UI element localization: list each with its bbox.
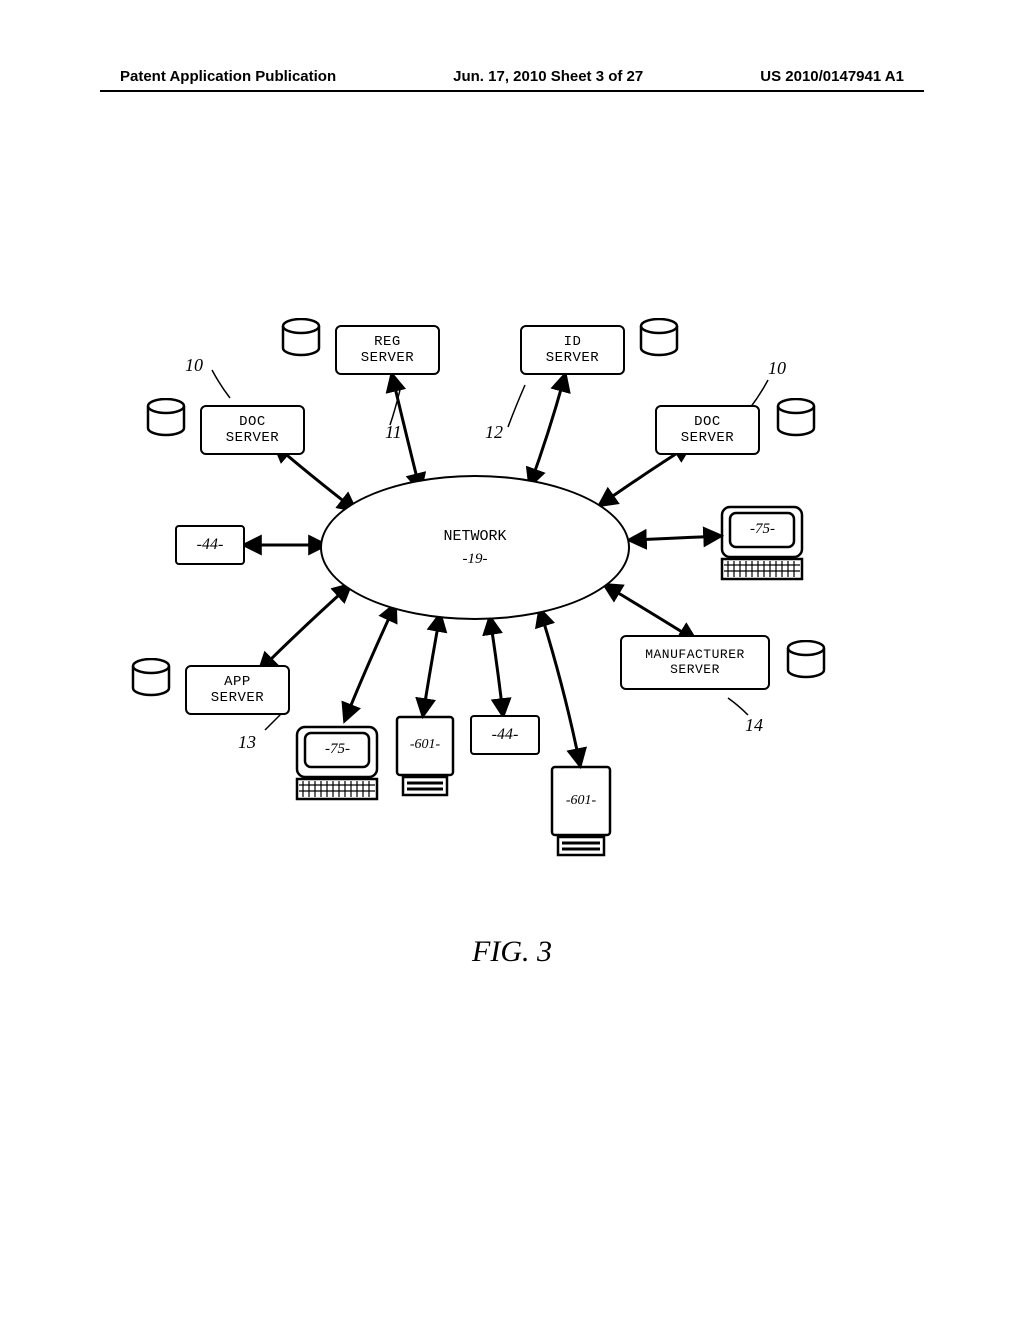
id-server-box: ID SERVER	[520, 325, 625, 375]
ref-10-right: 10	[768, 358, 786, 379]
ref-14: 14	[745, 715, 763, 736]
header-center: Jun. 17, 2010 Sheet 3 of 27	[453, 68, 643, 85]
printer-bottom-label: -601-	[550, 793, 612, 809]
terminal-bottom-icon	[295, 725, 380, 803]
mfr-server-label: MANUFACTURER SERVER	[645, 648, 745, 678]
reg-server-label: REG SERVER	[361, 334, 414, 366]
printer-bottom: -601-	[550, 765, 612, 865]
printer-mid: -601-	[395, 715, 455, 805]
terminal-bottom: -75-	[295, 725, 380, 808]
ref-10-left: 10	[185, 355, 203, 376]
network-label: NETWORK	[443, 528, 506, 545]
app-server-label: APP SERVER	[211, 674, 264, 706]
printer-mid-label: -601-	[395, 737, 455, 753]
reg-server-box: REG SERVER	[335, 325, 440, 375]
ref-12: 12	[485, 422, 503, 443]
box-44-bottom: -44-	[470, 715, 540, 755]
doc-server-left-label: DOC SERVER	[226, 414, 279, 446]
network-diagram: NETWORK -19- REG SERVER ID SERVER DOC SE…	[120, 300, 904, 900]
mfr-server-box: MANUFACTURER SERVER	[620, 635, 770, 690]
id-server-db-icon	[638, 318, 680, 358]
doc-server-right-box: DOC SERVER	[655, 405, 760, 455]
doc-server-right-label: DOC SERVER	[681, 414, 734, 446]
app-server-box: APP SERVER	[185, 665, 290, 715]
terminal-right-icon	[720, 505, 805, 583]
terminal-right: -75-	[720, 505, 805, 588]
terminal-bottom-label: -75-	[295, 741, 380, 758]
header-rule	[100, 90, 924, 92]
box-44-left-label: -44-	[197, 536, 224, 554]
figure-caption: FIG. 3	[0, 935, 1024, 969]
mfr-server-db-icon	[785, 640, 827, 680]
id-server-label: ID SERVER	[546, 334, 599, 366]
header-left: Patent Application Publication	[120, 68, 336, 85]
network-ref: -19-	[463, 551, 488, 568]
printer-bottom-icon	[550, 765, 612, 860]
header-right: US 2010/0147941 A1	[760, 68, 904, 85]
ref-11: 11	[385, 422, 402, 443]
reg-server-db-icon	[280, 318, 322, 358]
doc-server-right-db-icon	[775, 398, 817, 438]
doc-server-left-box: DOC SERVER	[200, 405, 305, 455]
terminal-right-label: -75-	[720, 521, 805, 538]
app-server-db-icon	[130, 658, 172, 698]
box-44-left: -44-	[175, 525, 245, 565]
ref-13: 13	[238, 732, 256, 753]
doc-server-left-db-icon	[145, 398, 187, 438]
network-node: NETWORK -19-	[320, 475, 630, 620]
printer-mid-icon	[395, 715, 455, 800]
page-header: Patent Application Publication Jun. 17, …	[0, 68, 1024, 85]
box-44-bottom-label: -44-	[492, 726, 519, 744]
